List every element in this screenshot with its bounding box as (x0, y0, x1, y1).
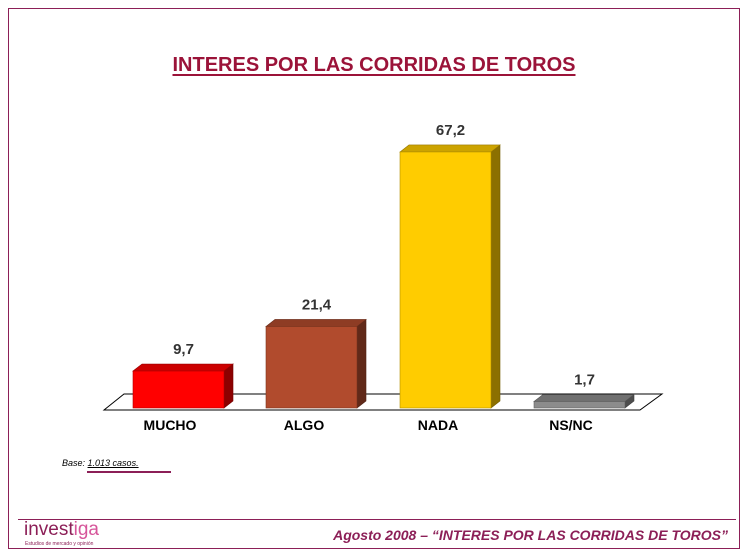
chart-floor (102, 393, 664, 411)
chart-bars (132, 144, 635, 409)
bar-side (490, 144, 501, 409)
bar-side (223, 363, 234, 409)
logo-main: invest (24, 519, 74, 540)
bar-nada (399, 144, 501, 409)
bar-side (356, 318, 367, 409)
category-label: MUCHO (144, 417, 197, 433)
base-note-label: Base: (62, 458, 86, 468)
category-label: ALGO (284, 417, 325, 433)
bar-top (399, 144, 501, 153)
slide-frame (8, 8, 740, 549)
value-label: 1,7 (574, 372, 595, 389)
bar-front (265, 326, 358, 409)
chart-labels: 9,7 MUCHO 21,4 ALGO 67,2 NADA 1,7 NS/NC (144, 122, 595, 433)
bar-front (533, 401, 626, 409)
logo-tagline: Estudios de mercado y opinión (25, 541, 94, 547)
page-title: INTERES POR LAS CORRIDAS DE TOROS (172, 54, 576, 76)
bar-nsnc (533, 393, 635, 409)
footer-divider (18, 519, 736, 520)
bar-top (533, 394, 635, 402)
value-label: 67,2 (436, 122, 465, 139)
bar-mucho (132, 363, 234, 409)
base-note-value: 1.013 casos. (87, 458, 139, 468)
bar-front (399, 151, 492, 409)
bar-front (132, 370, 225, 409)
value-label: 9,7 (173, 341, 194, 358)
logo-accent: iga (73, 519, 99, 540)
category-label: NADA (418, 417, 458, 433)
bar-algo (265, 318, 367, 409)
base-note: Base: 1.013 casos. (62, 458, 139, 468)
category-label: NS/NC (549, 417, 593, 433)
investiga-logo: investiga (24, 519, 99, 541)
value-label: 21,4 (302, 296, 332, 313)
bar-top (132, 363, 234, 372)
base-underline (87, 471, 171, 473)
footer-caption: Agosto 2008 – “INTERES POR LAS CORRIDAS … (333, 527, 728, 543)
bar-top (265, 319, 367, 327)
